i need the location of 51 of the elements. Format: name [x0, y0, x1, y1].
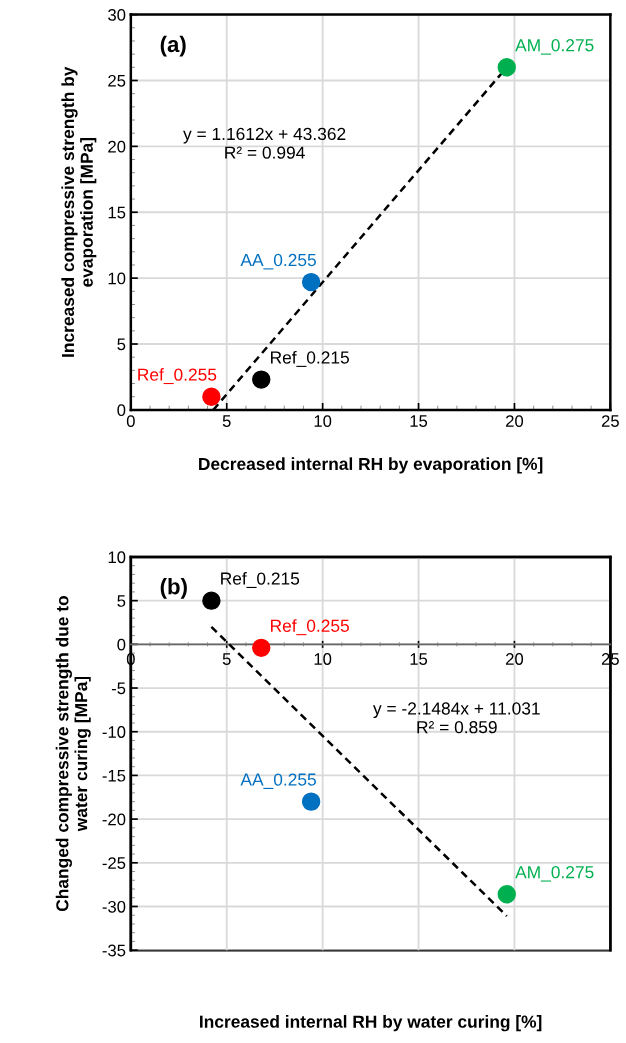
y-tick-label: 30: [108, 9, 126, 21]
y-tick-label: 15: [108, 206, 126, 219]
annotation: y = 1.1612x + 43.362 R² = 0.994: [183, 127, 346, 159]
x-tick-label: 25: [601, 415, 619, 427]
y-tick-label: -25: [102, 857, 126, 869]
point: [252, 638, 271, 658]
text: (b): [160, 578, 187, 599]
y-axis-title: Changed compressive strength due to water curing [MPa]: [55, 596, 91, 912]
y-tick-label: -30: [102, 900, 126, 913]
y-tick-label: 10: [108, 272, 126, 285]
y-tick-label: -15: [102, 769, 126, 782]
series-label: AM_0.275: [515, 866, 594, 882]
series-label: AA_0.255: [240, 253, 316, 270]
x-axis-title: Increased internal RH by water curing [%]: [200, 1015, 542, 1032]
y-tick-label: 0: [117, 404, 126, 417]
x-tick-label: 20: [506, 653, 524, 665]
series-label: Ref_0.255: [271, 619, 349, 636]
y-tick-label: 5: [117, 595, 126, 607]
x-tick-label: 0: [126, 415, 135, 427]
series-label: AM_0.275: [515, 39, 594, 55]
annotation: y = -2.1484x + 11.031 R² = 0.859: [373, 702, 540, 734]
x-tick-label: 20: [506, 415, 524, 427]
point: [301, 272, 321, 292]
x-tick-label: 15: [410, 653, 428, 665]
y-axis-title: Increased compressive strength by evaporation [MPa]: [61, 66, 97, 357]
y-tick-label: -35: [102, 944, 126, 957]
text: (a): [160, 35, 186, 57]
x-tick-label: 5: [222, 415, 231, 427]
x-tick-label: 10: [314, 653, 332, 665]
y-tick-label: -10: [102, 726, 126, 738]
point: [301, 792, 321, 811]
y-tick-label: 0: [117, 638, 126, 651]
y-tick-label: 10: [108, 551, 126, 564]
series-label: Ref_0.255: [138, 368, 217, 385]
x-axis-title: Decreased internal RH by evaporation [%]: [199, 457, 543, 474]
series-label: Ref_0.215: [271, 350, 349, 367]
point: [252, 370, 271, 389]
x-tick-label: 15: [410, 415, 428, 427]
point: [202, 591, 221, 610]
series-label: AA_0.255: [240, 773, 316, 789]
y-tick-label: 25: [108, 74, 126, 87]
series-label: Ref_0.215: [221, 571, 300, 588]
y-tick-label: 20: [108, 140, 126, 153]
y-tick-label: -5: [111, 682, 126, 695]
x-tick-label: 10: [314, 415, 332, 427]
y-tick-label: 5: [117, 338, 126, 351]
point: [497, 58, 516, 77]
y-tick-label: -20: [102, 813, 126, 826]
point: [497, 885, 516, 904]
point: [202, 387, 221, 406]
x-tick-label: 5: [222, 653, 231, 665]
